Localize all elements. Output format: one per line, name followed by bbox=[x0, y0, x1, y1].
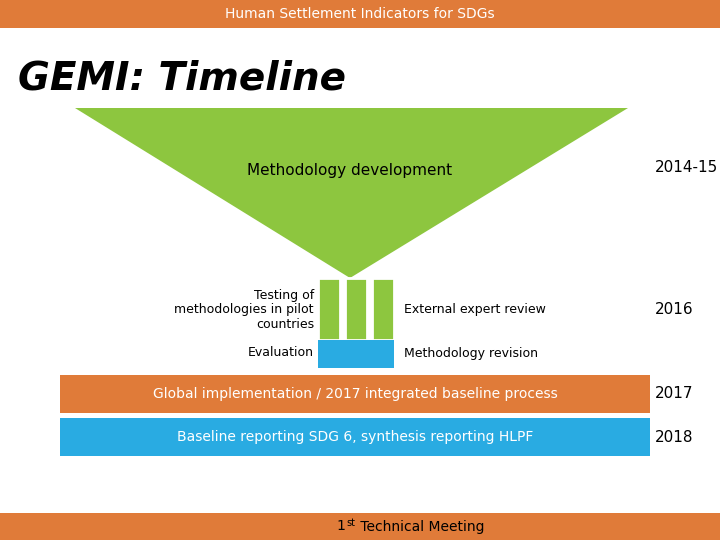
Bar bbox=[345, 278, 367, 340]
Bar bbox=[0, 0, 720, 28]
Text: 2014-15: 2014-15 bbox=[655, 160, 719, 176]
Bar bbox=[318, 278, 340, 340]
Text: Human Settlement Indicators for SDGs: Human Settlement Indicators for SDGs bbox=[225, 7, 495, 21]
Text: 2018: 2018 bbox=[655, 429, 693, 444]
Text: Global implementation / 2017 integrated baseline process: Global implementation / 2017 integrated … bbox=[153, 387, 557, 401]
Bar bbox=[0, 513, 720, 540]
Bar bbox=[60, 418, 650, 456]
Text: 1: 1 bbox=[336, 519, 345, 534]
Text: Baseline reporting SDG 6, synthesis reporting HLPF: Baseline reporting SDG 6, synthesis repo… bbox=[177, 430, 534, 444]
Text: st: st bbox=[346, 517, 355, 528]
Bar bbox=[318, 340, 394, 368]
Text: Testing of: Testing of bbox=[253, 289, 314, 302]
Text: 2017: 2017 bbox=[655, 387, 693, 402]
Text: External expert review: External expert review bbox=[404, 303, 546, 316]
Text: Methodology revision: Methodology revision bbox=[404, 347, 538, 360]
Bar bbox=[372, 278, 394, 340]
Polygon shape bbox=[75, 108, 628, 278]
Text: Technical Meeting: Technical Meeting bbox=[356, 519, 485, 534]
Bar bbox=[60, 375, 650, 413]
Text: GEMI: Timeline: GEMI: Timeline bbox=[18, 59, 346, 97]
Text: 2016: 2016 bbox=[655, 302, 693, 318]
Text: Methodology development: Methodology development bbox=[248, 163, 453, 178]
Text: Evaluation: Evaluation bbox=[248, 347, 314, 360]
Text: methodologies in pilot: methodologies in pilot bbox=[174, 303, 314, 316]
Text: countries: countries bbox=[256, 318, 314, 330]
